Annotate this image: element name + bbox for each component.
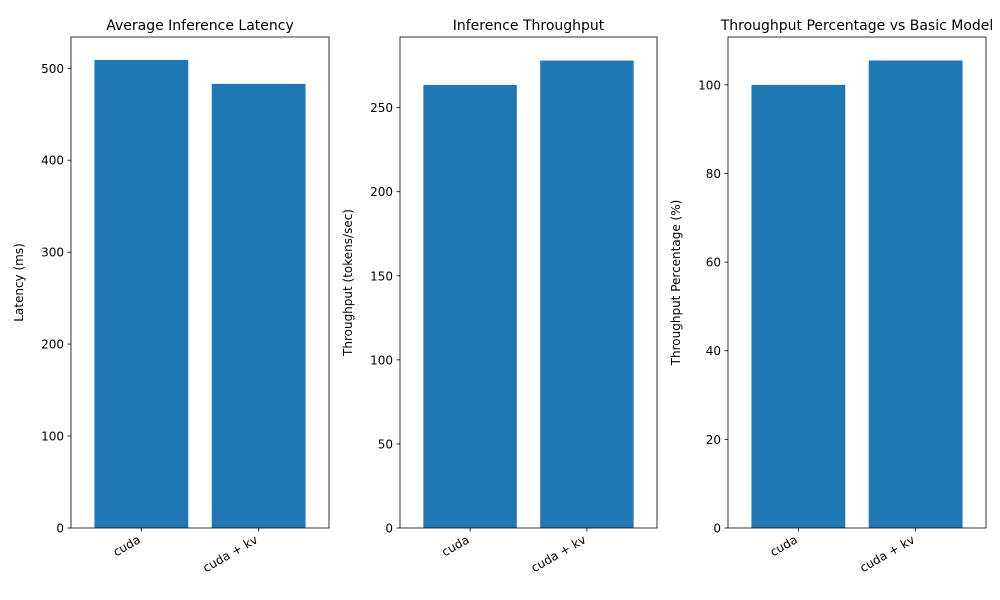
y-tick-label: 100 <box>41 430 64 444</box>
y-axis-label: Throughput Percentage (%) <box>669 200 683 367</box>
bar-cuda <box>751 84 846 529</box>
y-tick-label: 0 <box>56 522 64 536</box>
chart-title: Average Inference Latency <box>106 18 294 34</box>
y-tick-label: 60 <box>706 256 721 270</box>
y-tick-label: 40 <box>706 344 721 358</box>
y-tick-label: 400 <box>41 154 64 168</box>
x-tick-label: cuda <box>111 532 143 559</box>
y-axis-label: Throughput (tokens/sec) <box>341 209 355 357</box>
y-tick-label: 150 <box>370 269 393 283</box>
axes-frame <box>727 36 987 529</box>
bar-cuda-kv <box>540 60 634 528</box>
bar-cuda-kv <box>868 60 963 529</box>
chart-panel-2: 0 50 100 150 200 250 cuda cuda + kv Inference Th… <box>341 18 658 575</box>
chart-panel-1: 0 100 200 300 400 500 cuda cuda + kv Average Inf… <box>12 18 330 575</box>
y-tick-label: 100 <box>370 353 393 367</box>
axes-frame <box>70 36 330 529</box>
bar-cuda-kv <box>211 83 306 529</box>
y-tick-label: 200 <box>370 185 393 199</box>
y-tick-label: 250 <box>370 101 393 115</box>
x-tick-label: cuda + kv <box>529 532 589 575</box>
y-tick-label: 50 <box>378 437 393 451</box>
chart-title: Throughput Percentage vs Basic Model <box>720 18 994 34</box>
bar-cuda <box>423 84 517 528</box>
y-tick-label: 500 <box>41 62 64 76</box>
chart-title: Inference Throughput <box>453 18 605 34</box>
y-tick-label: 0 <box>713 522 721 536</box>
chart-panel-3: 0 20 40 60 80 100 cuda cuda + kv Throughput Perc… <box>669 18 993 575</box>
y-tick-label: 200 <box>41 338 64 352</box>
bar-cuda <box>94 59 189 529</box>
y-tick-label: 80 <box>706 167 721 181</box>
axes-frame <box>399 36 658 529</box>
y-tick-label: 0 <box>385 522 393 536</box>
y-tick-label: 100 <box>698 78 721 92</box>
y-tick-label: 20 <box>706 433 721 447</box>
x-tick-label: cuda <box>439 532 471 559</box>
x-tick-label: cuda + kv <box>857 532 917 575</box>
y-axis-label: Latency (ms) <box>12 243 26 322</box>
x-tick-label: cuda <box>768 532 800 559</box>
y-tick-label: 300 <box>41 246 64 260</box>
x-tick-label: cuda + kv <box>200 532 260 575</box>
